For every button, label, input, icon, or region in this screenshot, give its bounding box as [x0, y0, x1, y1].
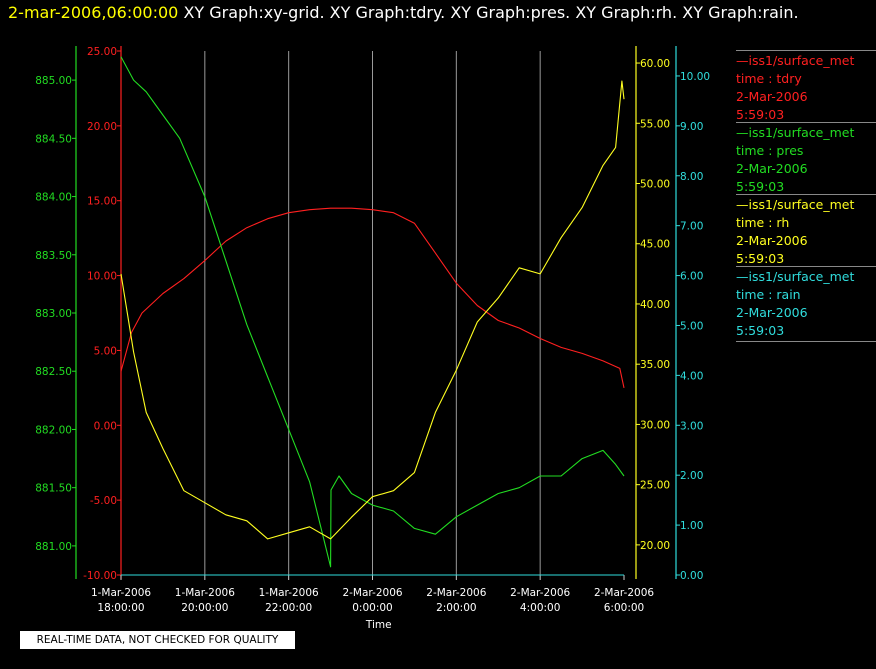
rain-tick-label: 9.00: [680, 121, 703, 133]
legend-divider: [736, 266, 876, 267]
rain-tick-label: 6.00: [680, 271, 703, 283]
legend-source: —iss1/surface_met: [736, 53, 855, 68]
series-line-tdry: [120, 207, 625, 389]
rh-tick-label: 35.00: [640, 359, 670, 371]
x-tick-label-time: 20:00:00: [181, 602, 228, 614]
rh-tick-label: 45.00: [640, 239, 670, 251]
quality-disclaimer: REAL-TIME DATA, NOT CHECKED FOR QUALITY: [20, 631, 295, 649]
series-line-rh: [120, 80, 625, 540]
legend-divider: [736, 50, 876, 51]
legend-variable: time : tdry: [736, 71, 802, 86]
legend-entry-rain: —iss1/surface_met time : rain 2-Mar-2006…: [736, 266, 876, 343]
x-tick-label-time: 4:00:00: [520, 602, 560, 614]
legend-date: 2-Mar-2006: [736, 305, 808, 320]
tdry-tick-label: 25.00: [87, 46, 117, 58]
legend-variable: time : rain: [736, 287, 801, 302]
x-tick-label-date: 1-Mar-2006: [259, 587, 319, 599]
rain-tick-label: 7.00: [680, 221, 703, 233]
legend-variable: time : pres: [736, 143, 804, 158]
legend-time: 5:59:03: [736, 323, 785, 338]
legend-source: —iss1/surface_met: [736, 269, 855, 284]
legend-source: —iss1/surface_met: [736, 125, 855, 140]
legend-divider: [736, 122, 876, 123]
x-axis-label: Time: [365, 619, 392, 631]
pres-tick-label: 883.50: [35, 250, 72, 262]
tdry-tick-label: 20.00: [87, 121, 117, 133]
rh-tick-label: 40.00: [640, 299, 670, 311]
rain-tick-label: 1.00: [680, 520, 703, 532]
chart-header: 2-mar-2006,06:00:00 XY Graph:xy-grid. XY…: [8, 3, 799, 22]
rh-tick-label: 30.00: [640, 419, 670, 431]
pres-tick-label: 882.00: [35, 424, 72, 436]
tdry-tick-label: 15.00: [87, 196, 117, 208]
pres-tick-label: 883.00: [35, 308, 72, 320]
legend-entry-pres: —iss1/surface_met time : pres 2-Mar-2006…: [736, 122, 876, 196]
x-tick-label-time: 6:00:00: [604, 602, 644, 614]
pres-tick-label: 881.50: [35, 483, 72, 495]
x-tick-label-time: 0:00:00: [352, 602, 392, 614]
x-tick-label-date: 2-Mar-2006: [594, 587, 654, 599]
x-tick-label-time: 18:00:00: [97, 602, 144, 614]
legend-date: 2-Mar-2006: [736, 233, 808, 248]
pres-tick-label: 882.50: [35, 366, 72, 378]
legend-source: —iss1/surface_met: [736, 197, 855, 212]
pres-tick-label: 881.00: [35, 541, 72, 553]
legend-entry-rh: —iss1/surface_met time : rh 2-Mar-2006 5…: [736, 194, 876, 268]
rh-tick-label: 50.00: [640, 179, 670, 191]
series-line-pres: [120, 56, 625, 568]
legend-date: 2-Mar-2006: [736, 161, 808, 176]
pres-tick-label: 885.00: [35, 75, 72, 87]
rh-tick-label: 20.00: [640, 540, 670, 552]
rain-tick-label: 0.00: [680, 570, 703, 582]
rh-tick-label: 60.00: [640, 58, 670, 70]
x-tick-label-date: 2-Mar-2006: [510, 587, 570, 599]
tdry-tick-label: 5.00: [94, 345, 117, 357]
tdry-tick-label: -5.00: [90, 495, 117, 507]
legend-divider: [736, 194, 876, 195]
x-tick-label-time: 2:00:00: [436, 602, 476, 614]
rain-tick-label: 5.00: [680, 320, 703, 332]
x-tick-label-date: 1-Mar-2006: [91, 587, 151, 599]
legend-variable: time : rh: [736, 215, 790, 230]
rain-tick-label: 3.00: [680, 420, 703, 432]
pres-tick-label: 884.50: [35, 133, 72, 145]
legend-time: 5:59:03: [736, 107, 785, 122]
x-tick-label-date: 2-Mar-2006: [342, 587, 402, 599]
legend-entry-tdry: —iss1/surface_met time : tdry 2-Mar-2006…: [736, 50, 876, 124]
rh-tick-label: 55.00: [640, 118, 670, 130]
legend-date: 2-Mar-2006: [736, 89, 808, 104]
x-tick-label-date: 1-Mar-2006: [175, 587, 235, 599]
legend-divider: [736, 341, 876, 342]
x-tick-label-time: 22:00:00: [265, 602, 312, 614]
pres-tick-label: 884.00: [35, 192, 72, 204]
rain-tick-label: 8.00: [680, 171, 703, 183]
tdry-tick-label: 10.00: [87, 271, 117, 283]
rain-tick-label: 4.00: [680, 370, 703, 382]
rh-tick-label: 25.00: [640, 480, 670, 492]
tdry-tick-label: 0.00: [94, 420, 117, 432]
header-date: 2-mar-2006,06:00:00: [8, 3, 179, 22]
legend-time: 5:59:03: [736, 179, 785, 194]
x-tick-label-date: 2-Mar-2006: [426, 587, 486, 599]
rain-tick-label: 2.00: [680, 470, 703, 482]
rain-tick-label: 10.00: [680, 71, 710, 83]
tdry-tick-label: -10.00: [83, 570, 117, 582]
header-graph-list: XY Graph:xy-grid. XY Graph:tdry. XY Grap…: [183, 3, 799, 22]
legend-time: 5:59:03: [736, 251, 785, 266]
